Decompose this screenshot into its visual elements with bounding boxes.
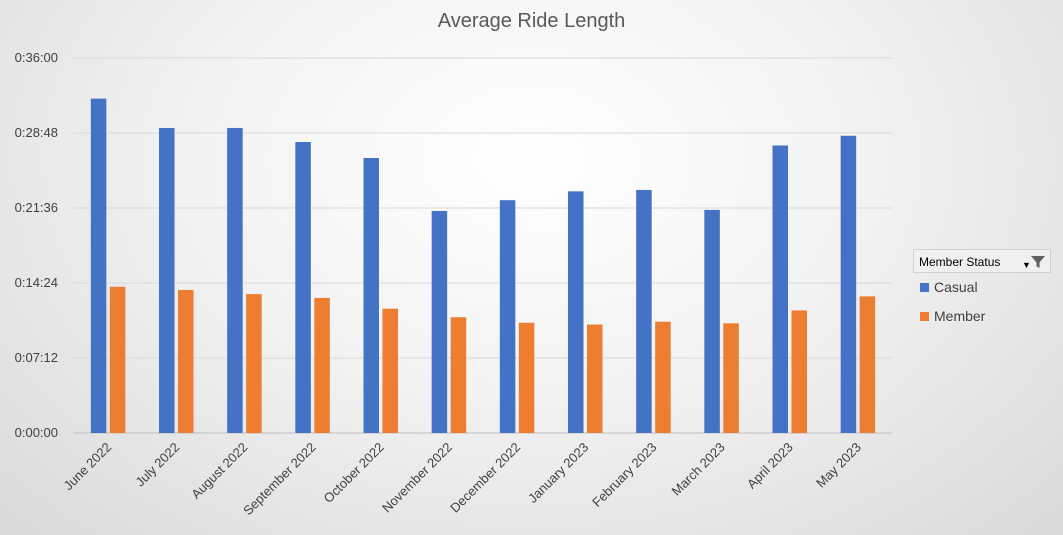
legend-filter-header[interactable]: Member Status ▼ — [913, 249, 1051, 273]
bar-casual — [431, 210, 448, 433]
bar-member — [246, 294, 262, 433]
x-tick-label: April 2023 — [744, 440, 796, 492]
x-tick-label: February 2023 — [589, 440, 659, 510]
bar-casual — [772, 145, 788, 433]
x-tick-label: August 2022 — [188, 440, 250, 502]
x-tick-label: September 2022 — [240, 440, 319, 519]
bar-member — [450, 317, 467, 433]
bar-casual — [90, 98, 107, 433]
x-tick-label: March 2023 — [669, 440, 728, 499]
x-tick-label: October 2022 — [321, 440, 387, 506]
bar-member — [859, 296, 876, 433]
bar-casual — [499, 200, 516, 433]
dropdown-arrow-icon[interactable]: ▼ — [1022, 260, 1031, 270]
x-tick-label: June 2022 — [61, 440, 115, 494]
x-tick-label: July 2022 — [132, 440, 182, 490]
legend-swatch-member — [920, 311, 929, 321]
bar-member — [382, 308, 398, 433]
bar-casual — [568, 191, 584, 433]
bar-member — [518, 322, 535, 433]
x-tick-label: December 2022 — [447, 440, 523, 516]
bar-member — [587, 324, 603, 433]
legend-label-member: Member — [934, 308, 986, 324]
legend: Member Status ▼ Casual Member — [913, 249, 1051, 331]
bar-casual — [704, 209, 720, 433]
x-tick-label: November 2022 — [379, 440, 455, 516]
bar-casual — [159, 127, 175, 434]
x-tick-label: January 2023 — [525, 440, 591, 506]
y-tick-label: 0:21:36 — [15, 200, 58, 215]
legend-label-casual: Casual — [934, 279, 978, 295]
y-tick-label: 0:00:00 — [15, 425, 58, 440]
bar-member — [791, 310, 807, 433]
bar-member — [109, 286, 126, 433]
bar-casual — [295, 142, 311, 433]
bar-casual — [840, 135, 857, 433]
bar-casual — [363, 158, 379, 433]
bar-member — [178, 289, 194, 433]
bar-casual — [636, 189, 652, 433]
x-tick-label: May 2023 — [813, 440, 864, 491]
legend-swatch-casual — [920, 282, 929, 292]
bar-member — [655, 321, 671, 433]
y-tick-label: 0:36:00 — [15, 50, 58, 65]
legend-header-label: Member Status — [919, 255, 1001, 269]
filter-icon[interactable] — [1030, 254, 1046, 275]
legend-item-member[interactable]: Member — [920, 308, 985, 326]
chart-title: Average Ride Length — [437, 10, 626, 32]
y-tick-label: 0:28:48 — [15, 125, 58, 140]
bar-casual — [227, 127, 243, 434]
y-tick-label: 0:14:24 — [15, 275, 58, 290]
y-tick-label: 0:07:12 — [15, 350, 58, 365]
bar-member — [723, 323, 739, 433]
bar-member — [314, 297, 330, 433]
legend-item-casual[interactable]: Casual — [920, 279, 978, 297]
